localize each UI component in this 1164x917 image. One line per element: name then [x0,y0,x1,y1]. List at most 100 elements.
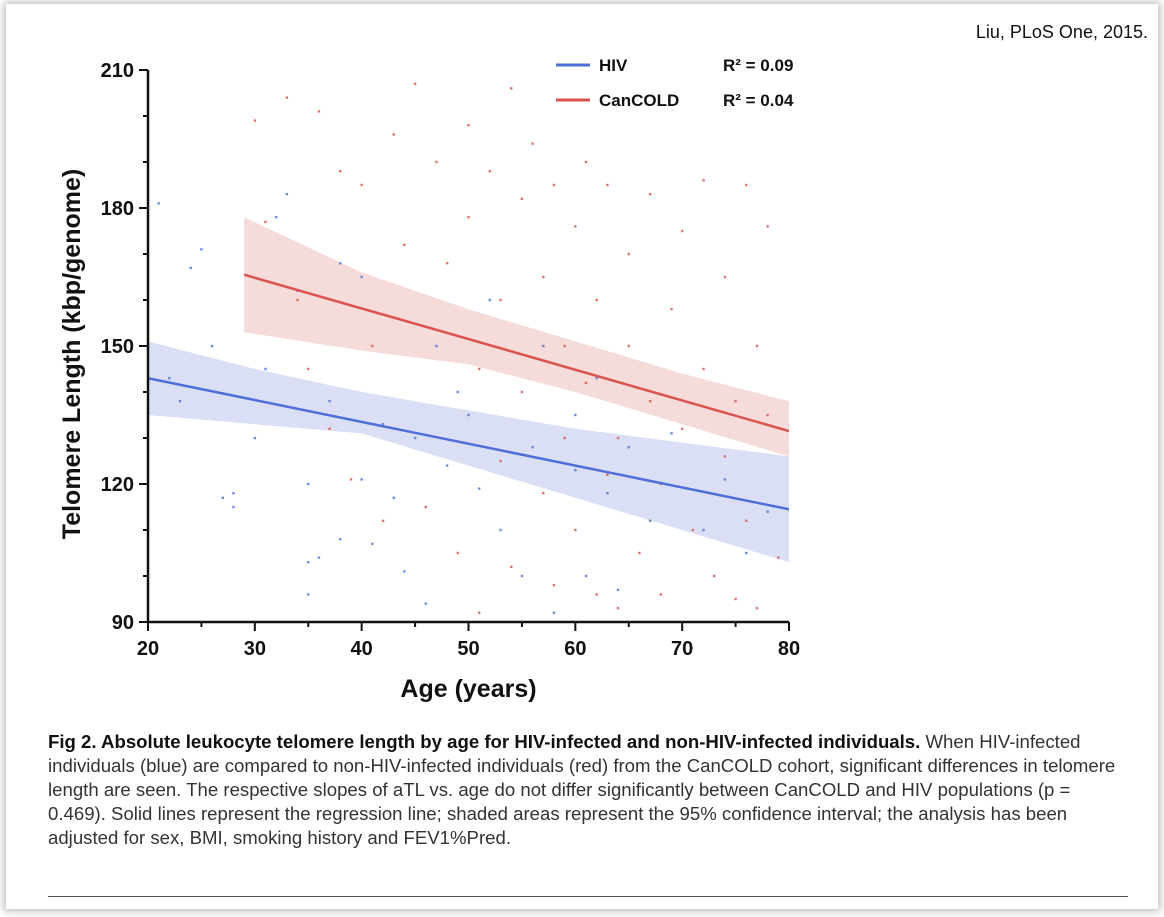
data-point-cancold [766,225,769,228]
data-point-cancold [317,110,321,113]
data-point-hiv [328,400,331,403]
data-point-cancold [574,528,577,532]
telomere-age-chart: 90 120 150 180 210 20 30 40 50 60 70 80 Telomere Le… [58,56,801,703]
data-point-cancold [606,473,609,476]
data-point-hiv [264,367,267,371]
data-point-hiv [477,487,481,490]
data-point-cancold [349,478,353,481]
data-point-cancold [627,252,630,256]
data-point-cancold [456,551,460,555]
x-tick-label: 20 [137,638,159,660]
data-point-hiv [275,216,278,219]
data-point-cancold [616,607,620,610]
data-point-cancold [285,96,289,99]
data-point-cancold [424,505,427,509]
data-point-hiv [745,551,748,555]
data-point-hiv [723,478,727,481]
x-tick-label: 70 [671,638,693,660]
caption-divider [48,896,1128,897]
data-point-hiv [499,528,502,532]
x-tick-label: 40 [351,638,373,660]
data-point-cancold [670,308,673,311]
regression-line-hiv [148,376,789,511]
data-point-hiv [317,556,321,559]
data-point-hiv [766,510,769,513]
data-point-cancold [360,183,363,187]
data-point-hiv [339,262,342,265]
ci-band-hiv [148,341,789,563]
data-point-cancold [296,298,299,302]
data-point-cancold [445,262,449,265]
scatter-points [157,82,780,614]
data-point-cancold [638,551,641,555]
data-point-cancold [371,344,374,348]
data-point-cancold [403,243,406,246]
data-point-hiv [702,528,705,532]
data-point-hiv [584,574,588,578]
axes: 90 120 150 180 210 20 30 40 50 60 70 80 [101,60,801,660]
y-tick-label: 90 [112,612,134,634]
legend: HIV R² = 0.09 CanCOLD R² = 0.04 [556,56,794,110]
data-point-cancold [648,400,652,403]
data-point-hiv [531,446,534,449]
data-point-hiv [595,377,598,380]
data-point-hiv [670,432,673,435]
data-point-cancold [510,87,513,90]
caption-body: When HIV-infected individuals (blue) are… [48,731,1116,848]
data-point-cancold [595,593,598,596]
data-point-hiv [253,436,257,440]
data-point-hiv [381,423,385,426]
data-point-cancold [542,492,545,495]
legend-label-cancold: CanCOLD [599,91,679,110]
data-point-cancold [328,427,331,430]
data-point-cancold [680,427,684,430]
data-point-cancold [510,565,513,568]
data-point-cancold [734,597,737,601]
data-point-cancold [702,367,705,371]
y-axis-title: Telomere Length (kbp/genome) [58,169,86,539]
data-point-cancold [467,124,470,127]
data-point-cancold [477,367,481,371]
data-point-cancold [531,142,534,145]
data-point-hiv [189,266,192,269]
ci-band-cancold [244,217,789,457]
data-point-hiv [552,611,556,614]
legend-r2-hiv: R² = 0.09 [723,56,793,75]
data-point-hiv [445,464,449,467]
data-point-hiv [232,505,235,509]
data-point-cancold [584,381,588,384]
data-point-cancold [467,216,470,219]
data-point-hiv [168,377,171,380]
data-point-cancold [680,229,684,233]
data-point-cancold [563,436,566,440]
data-point-hiv [307,561,310,564]
confidence-bands [148,217,789,563]
data-point-hiv [467,413,470,417]
data-point-hiv [606,492,609,495]
x-axis-title: Age (years) [400,675,536,703]
data-point-hiv [178,400,182,403]
x-tick-label: 80 [778,638,800,660]
y-tick-label: 150 [101,336,134,358]
data-point-cancold [766,413,769,417]
data-point-cancold [413,82,417,85]
data-point-cancold [723,455,727,458]
data-point-cancold [253,119,257,122]
data-point-cancold [713,574,716,578]
data-point-cancold [734,400,737,403]
data-point-hiv [456,390,460,394]
data-point-cancold [777,556,780,559]
data-point-cancold [392,133,395,136]
data-point-hiv [574,469,577,472]
data-point-hiv [520,574,524,578]
y-tick-label: 180 [101,198,134,220]
data-point-hiv [648,519,652,522]
data-point-hiv [232,492,235,495]
data-point-cancold [627,344,630,348]
x-tick-label: 30 [244,638,266,660]
y-tick-label: 210 [101,60,134,82]
y-tick-label: 120 [101,474,134,496]
data-point-cancold [755,344,759,348]
data-point-cancold [595,298,598,302]
data-point-hiv [307,482,310,486]
